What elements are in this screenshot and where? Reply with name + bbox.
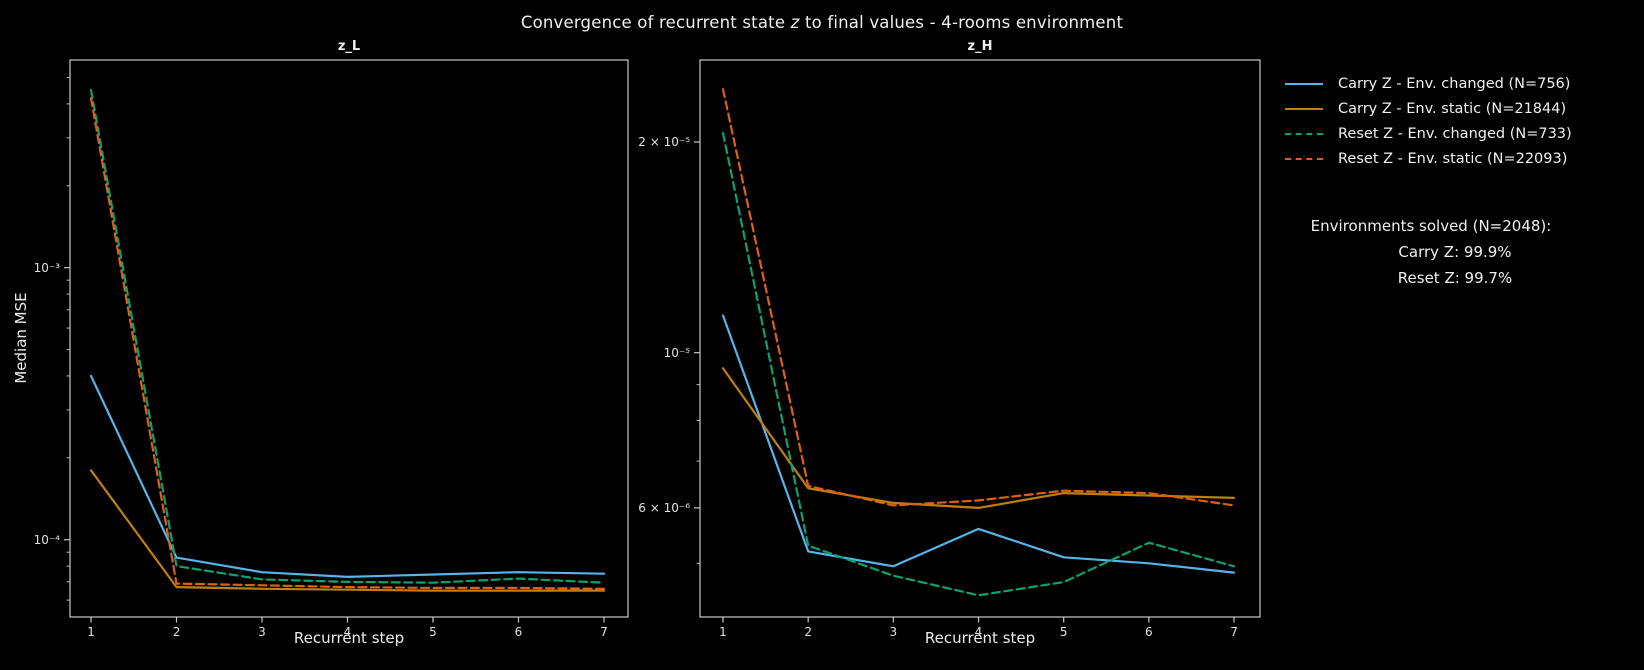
x-tick-label: 4	[343, 625, 352, 639]
legend-entry: Carry Z - Env. changed (N=756)	[1285, 74, 1572, 94]
series-line-reset-z-env-changed-n-733-	[89, 88, 606, 584]
subplot-title-zl: z_L	[337, 39, 361, 54]
series-line-carry-z-env-changed-n-756-	[89, 374, 606, 579]
y-tick-label: 10⁻⁴	[33, 532, 60, 547]
legend-line-swatch	[1285, 133, 1323, 135]
x-tick-label: 2	[172, 625, 181, 639]
stats-carry: Carry Z: 99.9%	[1398, 243, 1512, 261]
legend-entry-label: Carry Z - Env. static (N=21844)	[1338, 101, 1567, 117]
legend-line-swatch	[1285, 83, 1323, 85]
legend-entry: Reset Z - Env. static (N=22093)	[1285, 149, 1572, 169]
series-line-carry-z-env-static-n-21844-	[89, 469, 606, 592]
x-tick-label: 2	[804, 625, 812, 639]
y-tick-label: 2 × 10⁻⁵	[638, 135, 690, 150]
x-axis-label-right: Recurrent step	[924, 629, 1036, 647]
x-tick-label: 1	[719, 625, 727, 639]
legend-entry: Carry Z - Env. static (N=21844)	[1285, 99, 1572, 119]
legend-entry-label: Carry Z - Env. changed (N=756)	[1338, 76, 1571, 92]
legend-entry-label: Reset Z - Env. changed (N=733)	[1338, 126, 1572, 142]
axes-spines	[699, 59, 1261, 618]
x-tick-label: 4	[974, 625, 983, 639]
y-tick-label: 10⁻⁵	[663, 345, 690, 360]
x-tick-label: 7	[1230, 625, 1238, 639]
y-tick-label: 6 × 10⁻⁶	[638, 500, 690, 515]
figure-title: Convergence of recurrent state z to fina…	[0, 13, 1644, 32]
x-tick-label: 5	[429, 625, 437, 639]
stats-lines: Carry Z: 99.9% Reset Z: 99.7%	[1309, 239, 1601, 291]
figure-title-pre: Convergence of recurrent state	[520, 13, 791, 32]
legend: Carry Z - Env. changed (N=756) Carry Z -…	[1285, 74, 1572, 169]
x-tick-label: 5	[1059, 625, 1068, 639]
legend-line-swatch	[1285, 108, 1323, 110]
figure-title-italic-z: z	[790, 13, 800, 32]
x-tick-label: 3	[258, 625, 266, 639]
x-tick-label: 7	[600, 625, 608, 639]
x-tick-label: 1	[87, 625, 95, 639]
series-line-carry-z-env-changed-n-756-	[721, 314, 1236, 574]
series-line-carry-z-env-static-n-21844-	[721, 367, 1236, 509]
series-line-reset-z-env-changed-n-733-	[721, 132, 1236, 597]
x-tick-label: 6	[1145, 625, 1153, 639]
x-tick-label: 6	[514, 625, 523, 639]
subplot-z_L	[64, 59, 629, 623]
series-line-reset-z-env-static-n-22093-	[721, 88, 1236, 507]
stats-title: Environments solved (N=2048):	[1310, 217, 1552, 235]
legend-entry-label: Reset Z - Env. static (N=22093)	[1338, 151, 1568, 167]
stats-reset: Reset Z: 99.7%	[1397, 269, 1513, 287]
x-axis-label-left: Recurrent step	[293, 629, 405, 647]
subplot-z_H	[694, 59, 1261, 623]
legend-entry: Reset Z - Env. changed (N=733)	[1285, 124, 1572, 144]
axes-spines	[69, 59, 629, 618]
series-line-reset-z-env-static-n-22093-	[89, 96, 606, 590]
y-tick-label: 10⁻³	[33, 260, 60, 275]
legend-line-swatch	[1285, 158, 1323, 160]
x-tick-label: 3	[889, 625, 898, 639]
solved-stats: Environments solved (N=2048): Carry Z: 9…	[1261, 213, 1601, 291]
figure-title-post: to final values - 4-rooms environment	[799, 13, 1124, 32]
subplot-title-zh: z_H	[967, 39, 993, 54]
